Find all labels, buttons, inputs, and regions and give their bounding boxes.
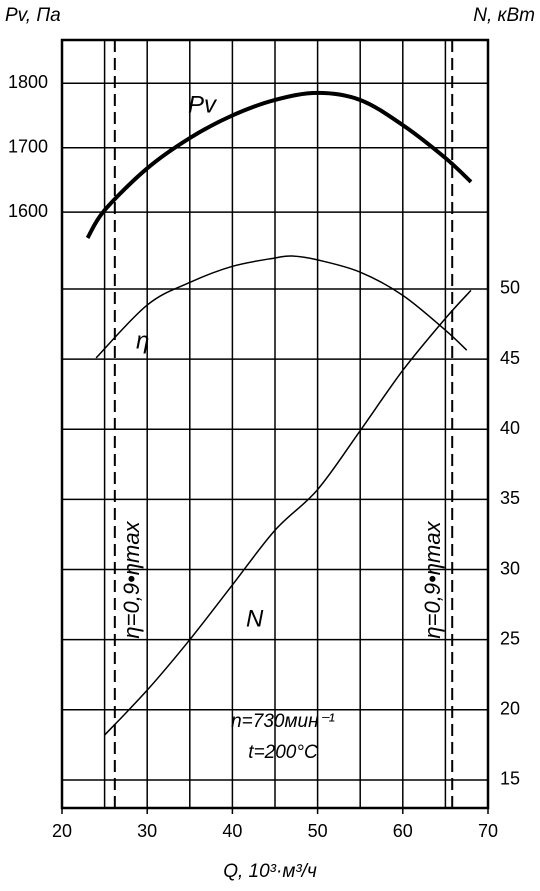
y2-axis-title: N, кВт xyxy=(473,5,535,26)
y-tick-label: 1600 xyxy=(8,201,48,221)
y-axis-title: Pv, Па xyxy=(5,5,61,26)
series-line xyxy=(104,289,472,736)
x-tick-label: 40 xyxy=(222,821,242,841)
x-tick-label: 50 xyxy=(308,821,328,841)
y2-tick-label: 15 xyxy=(500,769,520,789)
y2-tick-label: 45 xyxy=(500,348,520,368)
series-label: N xyxy=(246,605,264,632)
y-tick-label: 1800 xyxy=(8,72,48,92)
annotation: n=730мин⁻¹ xyxy=(231,711,335,732)
series-label: η xyxy=(136,327,149,354)
x-tick-label: 20 xyxy=(52,821,72,841)
series-line xyxy=(85,90,473,240)
x-tick-label: 60 xyxy=(393,821,413,841)
y2-tick-label: 35 xyxy=(500,488,520,508)
x-tick-label: 30 xyxy=(137,821,157,841)
y-tick-label: 1700 xyxy=(8,136,48,156)
plot-frame xyxy=(60,38,490,810)
bound-label: η=0,9•ηmax xyxy=(119,520,144,638)
y2-tick-label: 50 xyxy=(500,278,520,298)
y2-tick-label: 40 xyxy=(500,418,520,438)
series-label: Pv xyxy=(188,91,218,118)
y2-tick-label: 30 xyxy=(500,558,520,578)
series-line xyxy=(95,255,468,359)
y2-tick-label: 25 xyxy=(500,628,520,648)
annotation: t=200°C xyxy=(248,742,318,763)
bound-label: η=0,9•ηmax xyxy=(420,520,445,638)
x-axis-title: Q, 10³·м³/ч xyxy=(223,861,317,882)
y2-tick-label: 20 xyxy=(500,699,520,719)
x-tick-label: 70 xyxy=(478,821,498,841)
